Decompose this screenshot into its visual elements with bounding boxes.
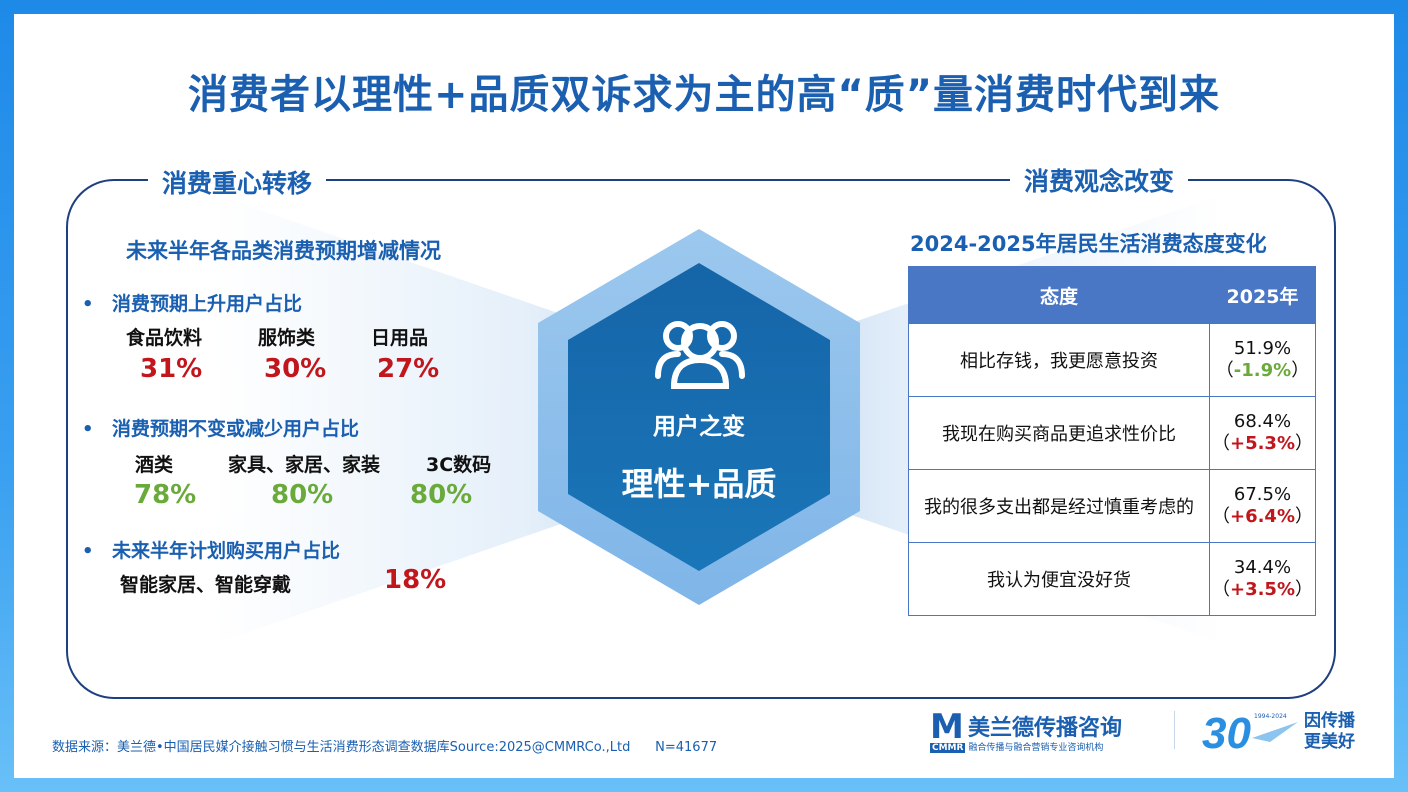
center-label: 用户之变 <box>653 414 745 440</box>
sample-size: N=41677 <box>655 740 718 755</box>
logo-mark: M <box>930 707 964 747</box>
change-value: +3.5% <box>1229 579 1295 600</box>
category-label: 日用品 <box>371 327 429 349</box>
category-label: 家具、家居、家装 <box>228 454 381 476</box>
percent-value: 80% <box>410 480 473 510</box>
table-row: 我的很多支出都是经过慎重考虑的 67.5% （+6.4%） <box>908 469 1317 543</box>
center-headline: 理性+品质 <box>621 465 777 503</box>
slogan: 因传播 更美好 <box>1304 711 1355 752</box>
percent-value: 80% <box>271 480 334 510</box>
attitude-cell: 我认为便宜没好货 <box>908 542 1210 616</box>
anniversary-30-logo: 30 1994-2024 <box>1202 709 1298 754</box>
group-label-stable: • 消费预期不变或减少用户占比 <box>82 418 360 440</box>
percent-value: 78% <box>134 480 197 510</box>
attitude-cell: 我的很多支出都是经过慎重考虑的 <box>908 469 1210 543</box>
anniversary-years: 1994-2024 <box>1254 713 1287 720</box>
column-header-attitude: 态度 <box>908 266 1210 324</box>
logo-tagline: CMMR 融合传播与融合营销专业咨询机构 <box>930 743 1104 753</box>
percent-value: 31% <box>140 354 203 384</box>
group-label-rise: • 消费预期上升用户占比 <box>82 293 303 315</box>
users-icon <box>655 321 745 389</box>
page-title: 消费者以理性+品质双诉求为主的高“质”量消费时代到来 <box>187 72 1221 118</box>
category-label: 3C数码 <box>426 454 492 476</box>
category-label: 服饰类 <box>258 327 316 349</box>
value-cell: 67.5% （+6.4%） <box>1208 469 1317 543</box>
table-row: 我认为便宜没好货 34.4% （+3.5%） <box>908 542 1317 616</box>
change-value: +5.3% <box>1229 433 1295 454</box>
change-value: -1.9% <box>1233 360 1292 381</box>
slide: 消费者以理性+品质双诉求为主的高“质”量消费时代到来 消费重心转移 消费观念改变… <box>14 14 1394 778</box>
bullet-icon: • <box>82 294 94 315</box>
category-label: 食品饮料 <box>126 327 203 349</box>
percent-value: 18% <box>384 565 447 595</box>
table-row: 我现在购买商品更追求性价比 68.4% （+5.3%） <box>908 396 1317 470</box>
value-cell: 34.4% （+3.5%） <box>1208 542 1317 616</box>
right-subtitle: 2024-2025年居民生活消费态度变化 <box>910 232 1267 256</box>
table-header-row: 态度 2025年 <box>908 266 1317 324</box>
section-title-right: 消费观念改变 <box>1010 162 1189 198</box>
bullet-icon: • <box>82 419 94 440</box>
value-cell: 51.9% （-1.9%） <box>1208 323 1317 397</box>
category-label: 酒类 <box>135 454 174 476</box>
bullet-icon: • <box>82 541 94 562</box>
attitude-cell: 我现在购买商品更追求性价比 <box>908 396 1210 470</box>
percent-value: 30% <box>264 354 327 384</box>
category-label: 智能家居、智能穿戴 <box>120 574 292 596</box>
wing-shape <box>1252 722 1298 742</box>
content-frame <box>66 179 1336 699</box>
attitude-cell: 相比存钱，我更愿意投资 <box>908 323 1210 397</box>
left-subtitle: 未来半年各品类消费预期增减情况 <box>126 239 441 263</box>
group-label-plan: • 未来半年计划购买用户占比 <box>82 540 341 562</box>
column-header-year: 2025年 <box>1208 266 1317 324</box>
anniversary-number: 30 <box>1202 709 1251 754</box>
change-value: +6.4% <box>1229 506 1295 527</box>
logo-name: 美兰德传播咨询 <box>968 716 1123 741</box>
attitude-table: 态度 2025年 相比存钱，我更愿意投资 51.9% （-1.9%） 我现在购买商… <box>908 266 1317 616</box>
table-row: 相比存钱，我更愿意投资 51.9% （-1.9%） <box>908 323 1317 397</box>
data-source: 数据来源：美兰德•中国居民媒介接触习惯与生活消费形态调查数据库Source:20… <box>52 740 718 755</box>
logo-divider <box>1174 711 1175 749</box>
percent-value: 27% <box>377 354 440 384</box>
value-cell: 68.4% （+5.3%） <box>1208 396 1317 470</box>
section-title-left: 消费重心转移 <box>148 164 327 200</box>
